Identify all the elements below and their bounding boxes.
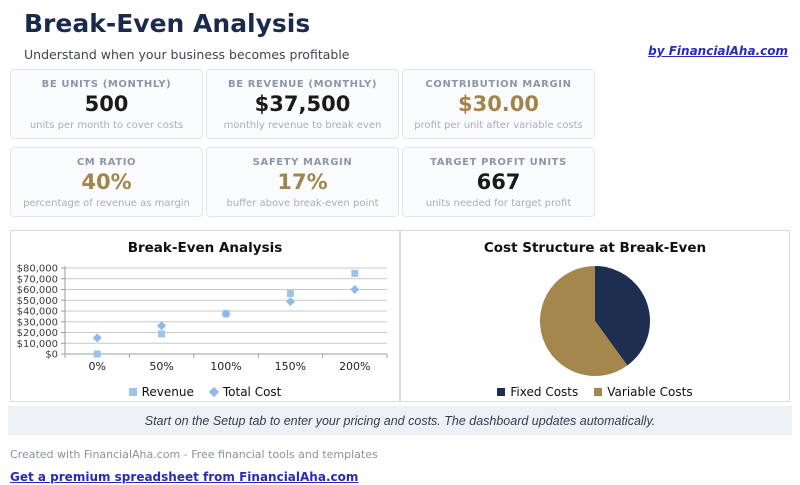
legend-item-fixed-costs: Fixed Costs (497, 385, 578, 399)
charts-row: Break-Even Analysis $0 $10,000 $20,000 $30,… (10, 230, 790, 403)
y-axis-label: $80,000 (17, 264, 58, 275)
premium-spreadsheet-link[interactable]: Get a premium spreadsheet from Financial… (10, 470, 359, 485)
scatter-chart-title: Break-Even Analysis (127, 240, 283, 257)
created-with-text: Created with FinancialAha.com - Free fin… (10, 448, 378, 462)
cost-structure-chart-panel: Cost Structure at Break-Even Fixed Costs… (400, 230, 790, 403)
y-axis-label: $60,000 (17, 285, 58, 296)
kpi-grid: BE UNITS (MONTHLY) 500 units per month t… (10, 69, 595, 218)
y-axis-label: $10,000 (17, 339, 58, 350)
pie-slice (595, 266, 650, 366)
x-axis-label: 100% (210, 360, 241, 373)
scatter-marker-diamond (350, 285, 360, 295)
kpi-value: $30.00 (457, 92, 540, 117)
kpi-card-be-units: BE UNITS (MONTHLY) 500 units per month t… (10, 69, 203, 140)
kpi-description: units per month to cover costs (29, 120, 184, 132)
kpi-label: BE UNITS (MONTHLY) (41, 79, 172, 91)
kpi-value: 667 (476, 170, 521, 195)
kpi-description: percentage of revenue as margin (23, 198, 190, 210)
page-title: Break-Even Analysis (24, 9, 311, 38)
y-axis-label: $50,000 (17, 296, 58, 307)
kpi-card-cm-ratio: CM RATIO 40% percentage of revenue as ma… (10, 147, 203, 218)
kpi-card-target-profit-units: TARGET PROFIT UNITS 667 units needed for… (402, 147, 595, 218)
x-axis-label: 50% (149, 360, 173, 373)
scatter-marker-square (158, 330, 166, 338)
kpi-description: units needed for target profit (425, 198, 572, 210)
kpi-card-contribution-margin: CONTRIBUTION MARGIN $30.00 profit per un… (402, 69, 595, 140)
scatter-marker-diamond (157, 321, 167, 331)
legend-item-total-cost: Total Cost (208, 385, 282, 400)
kpi-description: monthly revenue to break even (223, 120, 382, 132)
pie-legend: Fixed Costs Variable Costs (401, 382, 789, 402)
kpi-value: $37,500 (254, 92, 351, 117)
kpi-label: TARGET PROFIT UNITS (430, 157, 567, 169)
total-cost-diamond-swatch (208, 387, 219, 398)
y-axis-label: $40,000 (17, 307, 58, 318)
kpi-label: SAFETY MARGIN (252, 157, 353, 169)
kpi-label: BE REVENUE (MONTHLY) (227, 79, 378, 91)
variable-costs-swatch (594, 388, 603, 397)
kpi-label: CONTRIBUTION MARGIN (425, 79, 572, 91)
notice-bar: Start on the Setup tab to enter your pri… (8, 406, 792, 436)
notice-text: Start on the Setup tab to enter your pri… (144, 413, 656, 428)
scatter-marker-square (351, 270, 359, 278)
scatter-chart: $0$10,000$20,000$30,000$40,000$50,000$60… (17, 264, 388, 373)
revenue-square-swatch (128, 388, 137, 397)
scatter-marker-diamond (221, 309, 231, 319)
legend-label: Variable Costs (607, 385, 693, 400)
pie-slice (540, 266, 628, 377)
pie-chart (540, 266, 650, 377)
scatter-legend: Revenue Total Cost (11, 382, 399, 402)
x-axis-label: 200% (339, 360, 370, 373)
scatter-marker-diamond (92, 333, 102, 343)
x-axis-label: 150% (275, 360, 306, 373)
y-axis-label: $30,000 (17, 318, 58, 329)
scatter-marker-square (93, 350, 101, 358)
legend-label: Fixed Costs (510, 385, 579, 400)
y-axis-label: $0 (45, 350, 58, 361)
kpi-card-safety-margin: SAFETY MARGIN 17% buffer above break-eve… (206, 147, 399, 218)
legend-item-variable-costs: Variable Costs (594, 385, 693, 400)
kpi-value: 500 (84, 92, 129, 117)
scatter-marker-square (286, 290, 294, 298)
credit-link[interactable]: by FinancialAha.com (648, 44, 788, 58)
legend-label: Total Cost (222, 385, 282, 400)
kpi-label: CM RATIO (76, 157, 137, 169)
kpi-description: buffer above break-even point (226, 198, 379, 210)
kpi-description: profit per unit after variable costs (414, 120, 583, 132)
scatter-marker-diamond (285, 297, 295, 307)
y-axis-label: $20,000 (17, 328, 58, 339)
legend-label: Revenue (141, 385, 194, 400)
kpi-value: 17% (277, 170, 328, 195)
kpi-card-be-revenue: BE REVENUE (MONTHLY) $37,500 monthly rev… (206, 69, 399, 140)
y-axis-label: $70,000 (17, 275, 58, 286)
fixed-costs-swatch (497, 388, 506, 397)
kpi-value: 40% (81, 170, 132, 195)
pie-chart-title: Cost Structure at Break-Even (483, 240, 707, 257)
page-subtitle: Understand when your business becomes pr… (24, 47, 350, 63)
x-axis-label: 0% (88, 360, 105, 373)
legend-item-revenue: Revenue (128, 385, 194, 400)
break-even-chart-panel: Break-Even Analysis $0 $10,000 $20,000 $30,… (10, 230, 400, 403)
footer: Created with FinancialAha.com - Free fin… (10, 448, 800, 485)
header: Break-Even Analysis Understand when your… (0, 0, 800, 63)
